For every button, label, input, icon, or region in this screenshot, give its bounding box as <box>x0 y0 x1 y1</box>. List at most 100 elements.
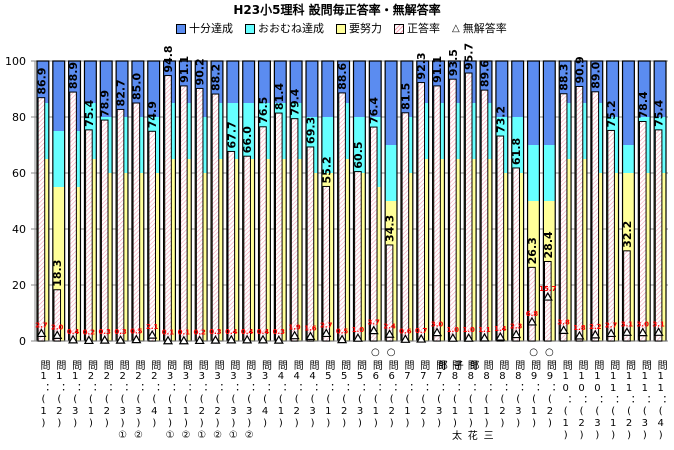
band-sufficient <box>432 61 445 103</box>
no-answer-marker <box>447 332 458 342</box>
x-tick-label: 問3：(1)① <box>164 360 176 442</box>
band-sufficient <box>559 61 572 103</box>
no-answer-label: 1.6 <box>304 325 317 333</box>
x-tick-label: 問11：(2) <box>623 360 635 442</box>
correct-rate-bar <box>623 250 631 342</box>
legend-swatch-blue <box>176 23 186 34</box>
no-answer-marker <box>574 330 585 340</box>
circle-mark: ○ <box>529 347 538 358</box>
x-tick-label: 問8：(2) <box>496 360 508 430</box>
x-tick-label: 問4：(2) <box>291 360 303 430</box>
correct-rate-label: 91.1 <box>431 56 444 83</box>
correct-rate-bar <box>338 92 346 342</box>
correct-rate-label: 92.3 <box>415 52 428 79</box>
band-generally <box>321 117 334 173</box>
correct-rate-bar <box>528 266 536 342</box>
x-tick-label: 問1：(2) <box>53 360 65 430</box>
no-answer-label: 1.0 <box>447 326 460 334</box>
x-tick-label: 問4：(1) <box>275 360 287 430</box>
correct-rate-bar <box>37 97 46 342</box>
correct-rate-label: 81.5 <box>399 83 412 110</box>
correct-rate-label: 94.8 <box>162 45 175 72</box>
correct-rate-label: 81.4 <box>273 83 286 110</box>
correct-rate-label: 66.0 <box>241 126 254 153</box>
band-generally <box>52 131 65 187</box>
no-answer-label: 2.7 <box>35 321 48 329</box>
no-answer-marker <box>337 334 348 344</box>
correct-rate-label: 89.6 <box>479 60 492 87</box>
no-answer-label: 0.4 <box>257 328 270 336</box>
no-answer-marker <box>257 334 268 344</box>
x-tick-label: 問11：(3) <box>639 360 651 442</box>
band-sufficient <box>242 61 255 103</box>
no-answer-label: 0.2 <box>83 328 96 336</box>
band-sufficient <box>337 61 350 103</box>
band-sufficient <box>590 61 603 103</box>
correct-rate-bar <box>85 129 93 342</box>
x-tick-label: 問3：(3)② <box>243 360 255 442</box>
no-answer-label: 0.3 <box>114 328 127 336</box>
no-answer-marker <box>83 335 94 345</box>
no-answer-marker <box>511 329 522 339</box>
correct-rate-label: 34.3 <box>384 215 397 242</box>
x-tick-label: 問8：(1)太郎 <box>435 360 461 441</box>
no-answer-label: 0.3 <box>99 328 112 336</box>
y-tick-label: 80 <box>12 111 26 124</box>
band-generally <box>242 103 255 159</box>
legend-label: 無解答率 <box>462 22 507 35</box>
correct-rate-bar <box>116 108 125 342</box>
band-sufficient <box>606 61 619 117</box>
band-generally <box>622 145 635 173</box>
no-answer-marker <box>495 331 506 341</box>
x-tick-label: 問7：(2) <box>417 360 429 430</box>
x-tick-label: 問5：(2) <box>338 360 350 430</box>
correct-rate-label: 90.9 <box>573 56 586 83</box>
band-generally <box>353 117 366 173</box>
no-answer-label: 1.0 <box>462 326 475 334</box>
no-answer-label: 3.0 <box>637 321 650 329</box>
no-answer-marker <box>131 334 142 344</box>
no-answer-label: 0.1 <box>162 329 175 337</box>
correct-rate-bar <box>227 150 236 342</box>
correct-rate-label: 88.3 <box>558 64 571 91</box>
correct-rate-bar <box>259 126 267 342</box>
no-answer-marker <box>68 334 79 344</box>
no-answer-marker <box>479 332 490 342</box>
correct-rate-bar <box>100 119 109 342</box>
band-sufficient <box>543 61 556 145</box>
x-tick-label: 問6：(2) <box>386 360 398 430</box>
band-generally <box>306 117 318 173</box>
no-answer-marker <box>52 330 63 339</box>
band-generally <box>543 145 556 201</box>
band-sufficient <box>369 61 382 117</box>
no-answer-marker <box>463 332 474 342</box>
x-tick-label: 問9：(2) <box>544 360 556 430</box>
no-answer-label: 0.4 <box>241 328 254 336</box>
correct-rate-label: 88.9 <box>67 62 80 89</box>
legend-swatch-hatched <box>394 23 404 34</box>
correct-rate-bar <box>575 85 584 342</box>
correct-rate-bar <box>480 89 489 342</box>
no-answer-marker <box>289 330 300 340</box>
correct-rate-label: 91.1 <box>178 56 191 83</box>
no-answer-label: 2.4 <box>383 322 396 330</box>
no-answer-label: 2.3 <box>510 323 523 331</box>
correct-rate-label: 93.5 <box>447 49 460 76</box>
correct-rate-label: 73.2 <box>494 106 507 133</box>
band-sufficient <box>100 61 113 117</box>
no-answer-label: 3.8 <box>557 318 570 326</box>
correct-rate-bar <box>512 167 520 342</box>
band-sufficient <box>353 61 366 117</box>
band-sufficient <box>321 61 334 117</box>
correct-rate-bar <box>544 260 552 342</box>
x-tick-label: 問7：(3) <box>433 360 445 430</box>
band-sufficient <box>527 61 540 145</box>
correct-rate-bar <box>607 129 615 342</box>
no-answer-label: 0.4 <box>225 328 238 336</box>
no-answer-label: 3.7 <box>368 319 381 327</box>
correct-rate-bar <box>496 135 505 342</box>
band-sufficient <box>385 61 397 145</box>
legend-item-correct: 正答率 <box>394 22 440 35</box>
no-answer-label: 0.5 <box>130 328 143 336</box>
